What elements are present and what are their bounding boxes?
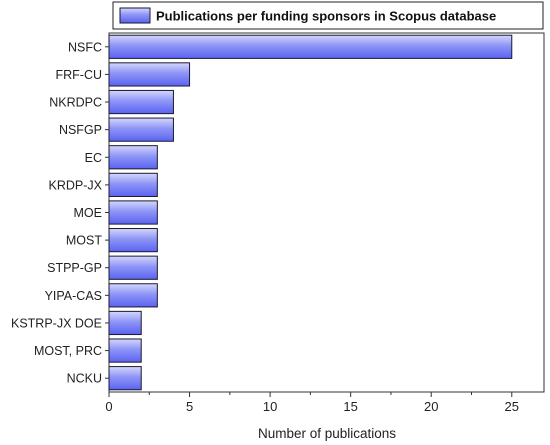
y-tick-label: NKRDPC (49, 96, 102, 110)
bar-ncku (108, 366, 142, 391)
bar-krdp-jx (108, 172, 158, 197)
bar-nsfc (108, 34, 513, 59)
bar-yipa-cas (108, 283, 158, 308)
y-tick-label: KSTRP-JX DOE (11, 316, 102, 330)
x-tick-label: 25 (505, 399, 519, 414)
y-tick-label: NCKU (67, 372, 102, 386)
bar-nkrdpc (108, 89, 174, 115)
bar-most-prc (108, 338, 142, 363)
legend-box (112, 1, 544, 30)
legend: Publications per funding sponsors in Sco… (112, 1, 544, 30)
x-tick-label: 0 (105, 399, 112, 414)
y-tick-label: YIPA-CAS (45, 289, 102, 303)
y-tick-label: NSFC (68, 40, 102, 54)
y-tick-label: MOE (74, 206, 102, 220)
x-tick-label: 10 (263, 399, 277, 414)
bar-kstrp-jx-doe (108, 310, 142, 336)
bar-stpp-gp (108, 255, 158, 280)
bar-moe (108, 200, 158, 225)
y-tick-label: MOST, PRC (34, 344, 102, 358)
y-tick-label: FRF-CU (55, 68, 102, 82)
y-tick-label: STPP-GP (47, 261, 102, 275)
x-axis-title: Number of publications (258, 426, 396, 441)
x-tick-label: 15 (343, 399, 357, 414)
bar-ec (108, 145, 158, 170)
legend-label: Publications per funding sponsors in Sco… (156, 9, 496, 24)
legend-swatch (119, 7, 151, 24)
bar-frf-cu (108, 62, 191, 87)
bar-nsfgp (108, 117, 174, 142)
y-tick-label: EC (85, 151, 102, 165)
y-tick-label: NSFGP (59, 123, 102, 137)
plot-frame (108, 32, 545, 393)
bar-most (108, 228, 158, 253)
y-tick-label: KRDP-JX (49, 178, 103, 192)
x-tick-label: 20 (424, 399, 438, 414)
x-tick-label: 5 (186, 399, 193, 414)
plot-area: NSFC FRF-CU NKRDPC NSFGP EC KRDP-JX MOE MOST STP… (11, 32, 545, 414)
y-tick-label: MOST (66, 234, 102, 248)
